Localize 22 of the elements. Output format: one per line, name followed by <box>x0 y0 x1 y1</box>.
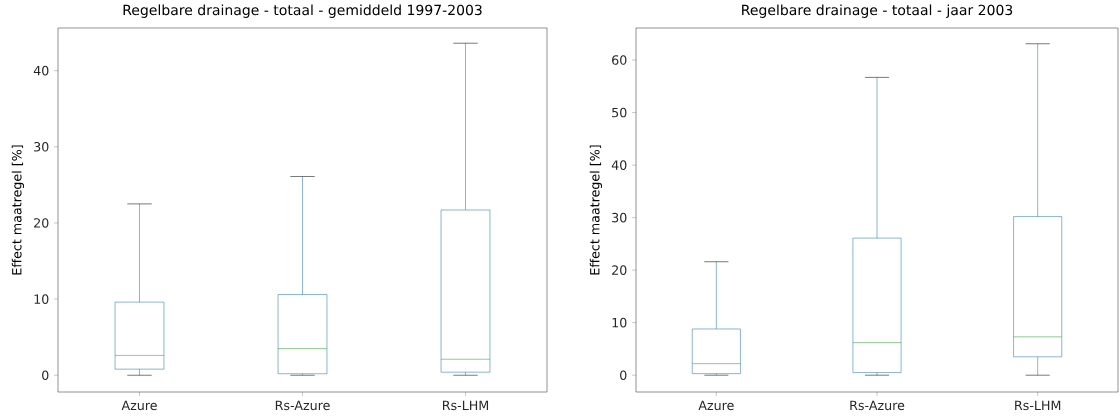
y-axis-title: Effect maatregel [%] <box>589 145 603 275</box>
y-tick-label: 20 <box>612 265 627 275</box>
chart-title: Regelbare drainage - totaal - jaar 2003 <box>742 4 1013 18</box>
y-tick-label: 50 <box>612 107 627 118</box>
y-tick-label: 0 <box>42 370 49 381</box>
y-tick-label: 30 <box>34 141 49 152</box>
x-tick-label: Azure <box>121 400 157 411</box>
x-tick-label: Rs-Azure <box>850 400 905 411</box>
x-tick-label: Azure <box>698 400 734 411</box>
x-tick-label: Rs-Azure <box>275 400 330 411</box>
y-tick-label: 30 <box>612 212 627 223</box>
y-tick-label: 10 <box>612 317 627 328</box>
y-tick-label: 40 <box>611 160 627 170</box>
y-tick-label: 10 <box>34 294 49 304</box>
y-tick-label: 40 <box>33 65 49 76</box>
y-tick-label: 0 <box>620 370 627 380</box>
y-tick-label: 60 <box>612 55 627 65</box>
y-axis-title: Effect maatregel [%] <box>11 145 25 275</box>
y-tick-label: 20 <box>34 218 49 228</box>
x-tick-label: Rs-LHM <box>1015 400 1061 411</box>
x-tick-label: Rs-LHM <box>443 400 489 411</box>
chart-title: Regelbare drainage - totaal - gemiddeld 1997-2003 <box>123 4 482 18</box>
